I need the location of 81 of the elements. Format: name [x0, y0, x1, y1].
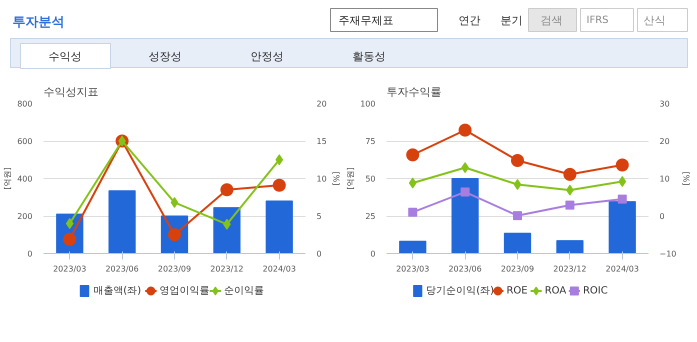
text: 안정성: [250, 50, 284, 63]
y-tick-label: 0: [370, 250, 376, 258]
x-tick-label: 2023/12: [553, 264, 587, 274]
y-tick-label: 400: [17, 174, 33, 184]
y-tick-label: 600: [17, 137, 33, 146]
bar: [399, 240, 426, 254]
point: [513, 211, 522, 220]
bar: [608, 201, 636, 254]
x-tick-label: 2023/06: [448, 264, 482, 274]
text: 주재무제표: [338, 14, 394, 27]
y-tick-label: 50: [365, 174, 376, 184]
point: [66, 218, 74, 229]
point: [408, 208, 418, 217]
text: 분기: [500, 14, 522, 27]
x-tick-label: 2024/03: [262, 264, 296, 274]
y2-tick-label: 20: [316, 100, 327, 108]
point: [275, 154, 284, 166]
y2-tick-label: −10: [660, 250, 676, 258]
y-axis-title: [억원]: [3, 167, 12, 190]
y-tick-label: 75: [365, 137, 376, 146]
x-tick-label: 2024/03: [606, 264, 639, 274]
chart-title: 수익성지표: [44, 86, 98, 98]
point: [220, 183, 234, 196]
legend-label: ROA: [544, 286, 566, 296]
y2-tick-label: 0: [316, 250, 322, 258]
point: [408, 178, 417, 188]
x-tick-label: 2023/12: [210, 264, 244, 274]
point: [272, 178, 286, 192]
text: 투자분석: [12, 15, 64, 30]
point: [460, 188, 470, 196]
legend-label: 순이익률: [224, 286, 264, 296]
bar: [452, 178, 479, 254]
bar: [504, 232, 532, 254]
chart-title: 투자수익률: [386, 86, 442, 98]
y2-axis-title: [%]: [332, 172, 341, 186]
y2-tick-label: 5: [316, 212, 322, 221]
y2-tick-label: 10: [660, 174, 670, 184]
point: [406, 148, 420, 162]
y2-tick-label: 15: [316, 137, 327, 146]
text: 성장성: [148, 50, 182, 63]
legend-label: ROE: [506, 286, 528, 296]
y-tick-label: 100: [360, 100, 376, 108]
text: 검색: [540, 14, 562, 27]
legend-label: ROIC: [582, 286, 608, 296]
y-tick-label: 25: [365, 212, 376, 221]
y2-tick-label: 10: [316, 174, 327, 184]
x-tick-label: 2023/06: [105, 264, 139, 274]
bar: [556, 240, 584, 254]
point: [118, 136, 126, 146]
y2-tick-label: 30: [660, 100, 670, 108]
text: 수익성: [48, 50, 82, 63]
point: [170, 197, 178, 208]
legend-label: 당기순이익(좌): [426, 286, 494, 296]
x-tick-label: 2023/03: [396, 264, 430, 274]
point: [563, 168, 576, 181]
point: [565, 200, 574, 210]
point: [618, 194, 627, 204]
y-axis-title: [억원]: [346, 167, 356, 190]
x-tick-label: 2023/03: [53, 264, 86, 274]
y-tick-label: 800: [17, 100, 33, 108]
text: 연간: [458, 14, 480, 27]
bar: [108, 190, 136, 254]
x-tick-label: 2023/09: [158, 264, 192, 274]
point: [514, 179, 522, 190]
legend-label: 매출액(좌): [93, 286, 142, 296]
text: IFRS: [586, 15, 608, 26]
point: [616, 158, 629, 172]
y2-axis-title: [%]: [681, 172, 690, 186]
text: 활동성: [352, 50, 386, 63]
x-tick-label: 2023/09: [500, 264, 534, 274]
y-tick-label: 0: [27, 250, 33, 258]
point: [458, 124, 472, 137]
y2-tick-label: 0: [660, 212, 665, 221]
text: 산식: [644, 14, 666, 27]
point: [618, 176, 626, 187]
bar: [266, 200, 293, 254]
legend-label: 영업이익률: [160, 286, 210, 296]
y-tick-label: 200: [17, 212, 33, 221]
point: [511, 154, 524, 167]
bar: [213, 207, 240, 254]
y2-tick-label: 20: [660, 137, 670, 146]
